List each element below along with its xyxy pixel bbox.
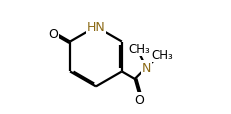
Text: CH₃: CH₃ <box>128 43 150 56</box>
Text: N: N <box>142 61 151 74</box>
Text: CH₃: CH₃ <box>152 49 173 62</box>
Text: O: O <box>48 28 58 41</box>
Text: O: O <box>134 93 144 106</box>
Text: HN: HN <box>87 21 105 34</box>
